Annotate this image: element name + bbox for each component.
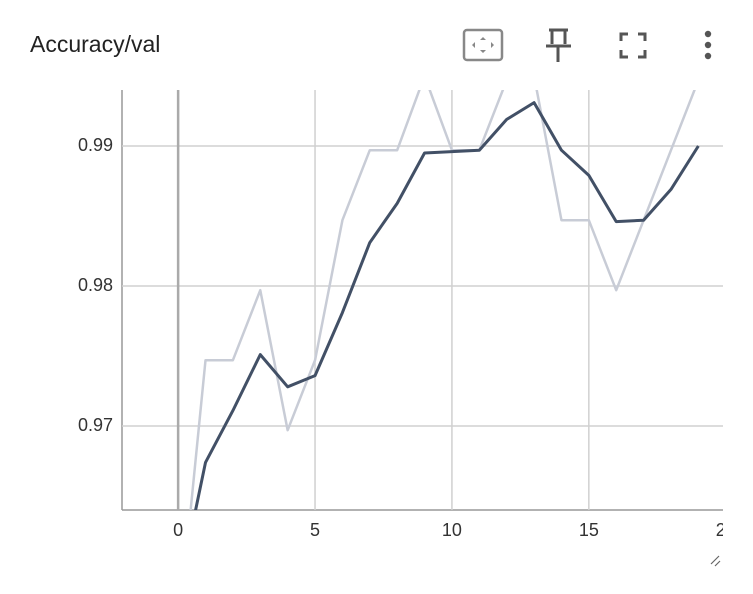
y-tick-label: 0.97 [78, 415, 113, 435]
x-tick-label: 15 [579, 520, 599, 540]
x-tick-label: 5 [310, 520, 320, 540]
x-tick-label: 0 [173, 520, 183, 540]
series-line [194, 101, 700, 510]
fullscreen-icon[interactable] [619, 32, 647, 59]
y-tick-label: 0.98 [78, 275, 113, 295]
series-line [189, 90, 696, 510]
x-tick-label: 10 [442, 520, 462, 540]
fit-icon[interactable] [462, 28, 504, 62]
chart-title: Accuracy/val [30, 31, 160, 57]
x-tick-label: 20 [716, 520, 736, 540]
pin-icon[interactable] [546, 28, 571, 62]
resize-handle[interactable] [710, 555, 721, 567]
y-tick-label: 0.99 [78, 135, 113, 155]
menu-icon[interactable] [704, 30, 712, 60]
